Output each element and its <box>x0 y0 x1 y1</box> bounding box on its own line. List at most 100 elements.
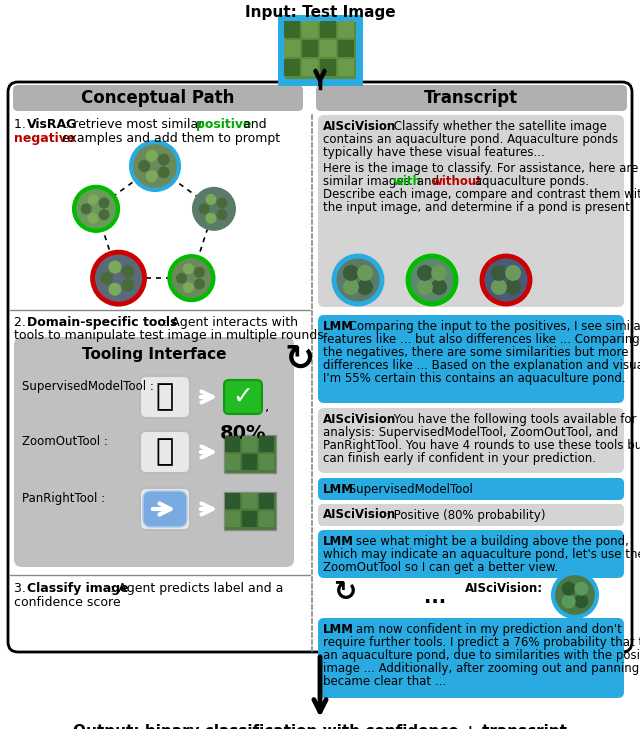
Text: AISciVision:: AISciVision: <box>465 582 543 595</box>
Text: ...: ... <box>424 588 446 607</box>
Circle shape <box>74 187 118 231</box>
Circle shape <box>491 265 507 281</box>
Text: : Classify whether the satellite image: : Classify whether the satellite image <box>386 120 607 133</box>
Circle shape <box>198 203 209 214</box>
FancyBboxPatch shape <box>316 85 627 111</box>
FancyBboxPatch shape <box>140 376 190 418</box>
Circle shape <box>183 282 194 293</box>
Text: Classify image: Classify image <box>27 582 129 595</box>
FancyBboxPatch shape <box>318 315 624 403</box>
Text: ,: , <box>265 399 269 413</box>
Text: features like ... but also differences like ... Comparing to: features like ... but also differences l… <box>323 333 640 346</box>
Bar <box>281 18 359 82</box>
Bar <box>224 492 276 530</box>
Bar <box>302 59 318 76</box>
Text: image ... Additionally, after zooming out and panning, it: image ... Additionally, after zooming ou… <box>323 662 640 675</box>
Circle shape <box>108 260 122 273</box>
Bar <box>338 40 354 57</box>
Text: : I am now confident in my prediction and don't: : I am now confident in my prediction an… <box>341 623 622 636</box>
Text: 3.: 3. <box>14 582 30 595</box>
Text: similar images: similar images <box>323 175 413 188</box>
Circle shape <box>431 265 447 281</box>
Bar <box>302 40 318 57</box>
Bar <box>242 493 257 509</box>
FancyBboxPatch shape <box>318 478 624 500</box>
Text: ↻: ↻ <box>285 343 315 377</box>
Text: ZoomOutTool :: ZoomOutTool : <box>22 434 108 448</box>
Circle shape <box>131 142 179 190</box>
Bar <box>225 436 240 452</box>
Circle shape <box>138 160 150 172</box>
Bar <box>259 436 274 452</box>
Text: ✓: ✓ <box>232 385 253 409</box>
FancyBboxPatch shape <box>318 530 624 578</box>
Text: LMM: LMM <box>323 320 354 333</box>
Circle shape <box>216 198 227 208</box>
Circle shape <box>343 279 359 295</box>
Text: tools to manipulate test image in multiple rounds: tools to manipulate test image in multip… <box>14 329 324 342</box>
FancyBboxPatch shape <box>318 504 624 526</box>
Text: require further tools. I predict a 76% probability that this is: require further tools. I predict a 76% p… <box>323 636 640 649</box>
Text: Conceptual Path: Conceptual Path <box>81 89 235 107</box>
Circle shape <box>194 278 205 289</box>
Circle shape <box>146 171 157 182</box>
Circle shape <box>417 265 433 281</box>
Text: : Positive (80% probability): : Positive (80% probability) <box>386 509 545 521</box>
Bar <box>225 511 240 527</box>
Bar <box>259 454 274 470</box>
Text: LMM: LMM <box>323 623 354 636</box>
Text: ↻: ↻ <box>333 578 356 606</box>
Bar <box>320 59 336 76</box>
Text: with: with <box>393 175 422 188</box>
Bar <box>320 21 336 38</box>
Text: Describe each image, compare and contrast them with: Describe each image, compare and contras… <box>323 188 640 201</box>
Text: : retrieve most similar: : retrieve most similar <box>65 118 207 131</box>
Text: 1.: 1. <box>14 118 30 131</box>
Text: 2.: 2. <box>14 316 30 329</box>
Circle shape <box>562 582 575 596</box>
FancyBboxPatch shape <box>14 337 294 567</box>
Circle shape <box>192 187 236 231</box>
Circle shape <box>93 252 145 304</box>
Circle shape <box>100 272 113 284</box>
Bar <box>338 21 354 38</box>
Circle shape <box>170 256 214 300</box>
Circle shape <box>553 573 597 617</box>
Circle shape <box>88 194 99 205</box>
Bar <box>284 21 300 38</box>
FancyBboxPatch shape <box>13 85 303 111</box>
Circle shape <box>357 265 373 281</box>
Circle shape <box>81 203 92 214</box>
Circle shape <box>562 594 575 609</box>
Circle shape <box>88 213 99 224</box>
Text: Tooling Interface: Tooling Interface <box>82 347 227 362</box>
FancyBboxPatch shape <box>318 618 624 698</box>
Bar <box>225 493 240 509</box>
Text: the input image, and determine if a pond is present.: the input image, and determine if a pond… <box>323 201 634 214</box>
Bar <box>320 40 336 57</box>
Circle shape <box>99 209 109 220</box>
Text: LMM: LMM <box>323 483 354 496</box>
Text: confidence score: confidence score <box>14 596 120 609</box>
Circle shape <box>431 279 447 295</box>
Text: and: and <box>239 118 267 131</box>
Text: I'm 55% certain this contains an aquaculture pond.: I'm 55% certain this contains an aquacul… <box>323 372 626 385</box>
Circle shape <box>505 279 521 295</box>
Circle shape <box>417 279 433 295</box>
Text: and: and <box>413 175 443 188</box>
Circle shape <box>216 209 227 220</box>
Bar <box>225 454 240 470</box>
Text: 🔍: 🔍 <box>156 437 174 467</box>
Text: LMM: LMM <box>323 535 354 548</box>
Text: positive: positive <box>196 118 252 131</box>
Text: typically have these visual features...: typically have these visual features... <box>323 146 545 159</box>
Text: 80%: 80% <box>220 424 266 443</box>
FancyBboxPatch shape <box>318 408 624 473</box>
Text: : You have the following tools available for: : You have the following tools available… <box>386 413 637 426</box>
Circle shape <box>157 154 170 165</box>
Text: PanRightTool :: PanRightTool : <box>22 491 105 504</box>
Circle shape <box>183 263 194 274</box>
Text: VisRAG: VisRAG <box>27 118 77 131</box>
Bar <box>259 511 274 527</box>
Text: AISciVision: AISciVision <box>323 509 396 521</box>
